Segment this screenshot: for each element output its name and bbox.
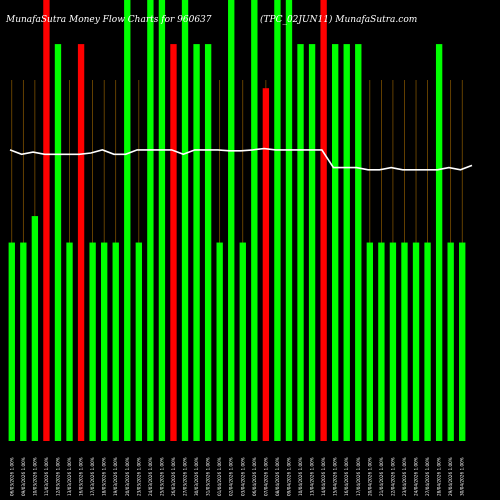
bar — [147, 0, 154, 441]
x-tick-label: 16/04/2026 1.00% — [344, 457, 349, 496]
bar — [124, 0, 131, 441]
x-tick-label: 16/03/2026 1.00% — [79, 457, 84, 496]
bar — [401, 242, 408, 441]
chart-title-right: (TPC_02JUN11) MunafaSutra.com — [260, 14, 417, 25]
x-tick-label: 09/03/2026 1.00% — [21, 457, 26, 496]
bar — [158, 0, 166, 441]
bar — [77, 44, 85, 441]
x-tick-label: 25/03/2026 1.00% — [159, 457, 164, 496]
bar — [262, 88, 270, 441]
x-tick-label: 29/04/2026 1.00% — [448, 457, 453, 496]
bar — [343, 44, 350, 441]
x-tick-label: 26/03/2026 1.00% — [171, 457, 176, 496]
chart-title-left: MunafaSutra Money Flow Charts for 960637 — [5, 15, 212, 25]
x-tick-label: 18/03/2026 1.00% — [102, 457, 107, 496]
bar — [412, 242, 420, 441]
x-tick-label: 30/04/2026 1.00% — [460, 457, 465, 496]
bar — [308, 44, 316, 441]
bar — [20, 242, 27, 441]
bar — [424, 242, 431, 441]
x-tick-label: 17/03/2026 1.00% — [90, 457, 95, 496]
bar — [297, 44, 304, 441]
bar — [31, 216, 39, 441]
x-tick-label: 23/04/2026 1.00% — [402, 457, 407, 496]
money-flow-line — [9, 147, 473, 171]
bar — [239, 242, 246, 441]
x-tick-label: 08/04/2026 1.00% — [275, 457, 280, 496]
bar — [378, 242, 385, 441]
bar — [8, 242, 15, 441]
bar — [251, 0, 258, 441]
x-tick-label: 27/04/2026 1.00% — [425, 457, 430, 496]
bar — [216, 242, 223, 441]
bar — [170, 44, 177, 441]
bar — [89, 242, 96, 441]
x-tick-label: 10/04/2026 1.00% — [298, 457, 303, 496]
bar-series — [8, 0, 466, 441]
x-tick-label: 13/04/2026 1.00% — [310, 457, 315, 496]
bar — [389, 242, 397, 441]
x-tick-label: 27/03/2026 1.00% — [183, 457, 188, 496]
bar — [366, 242, 374, 441]
bar — [135, 242, 143, 441]
x-tick-labels: 06/03/2026 1.00% 09/03/2026 1.00% 10/03/20… — [9, 457, 464, 496]
x-tick-label: 28/04/2026 1.00% — [437, 457, 442, 496]
x-tick-label: 20/03/2026 1.00% — [125, 457, 130, 496]
x-tick-label: 06/04/2026 1.00% — [252, 457, 257, 496]
x-tick-label: 23/03/2026 1.00% — [136, 457, 141, 496]
bar — [435, 44, 443, 441]
x-tick-label: 12/03/2026 1.00% — [55, 457, 60, 496]
bar — [193, 44, 200, 441]
bar — [447, 242, 454, 441]
x-tick-label: 22/04/2026 1.00% — [390, 457, 395, 496]
bar — [181, 0, 189, 441]
bar — [100, 242, 108, 441]
bar — [112, 242, 119, 441]
x-tick-label: 31/03/2026 1.00% — [206, 457, 211, 496]
x-tick-label: 19/03/2026 1.00% — [113, 457, 118, 496]
x-tick-label: 07/04/2026 1.00% — [263, 457, 268, 496]
bar — [274, 0, 281, 441]
bar — [204, 44, 212, 441]
bar — [43, 0, 50, 441]
x-tick-label: 30/03/2026 1.00% — [194, 457, 199, 496]
x-tick-label: 17/04/2026 1.00% — [356, 457, 361, 496]
x-tick-label: 21/04/2026 1.00% — [379, 457, 384, 496]
x-tick-label: 10/03/2026 1.00% — [32, 457, 37, 496]
bar — [285, 0, 293, 441]
x-tick-label: 20/04/2026 1.00% — [367, 457, 372, 496]
bar — [355, 44, 362, 441]
x-tick-label: 09/04/2026 1.00% — [286, 457, 291, 496]
x-tick-label: 13/03/2026 1.00% — [67, 457, 72, 496]
x-tick-label: 02/04/2026 1.00% — [229, 457, 234, 496]
x-tick-label: 01/04/2026 1.00% — [217, 457, 222, 496]
x-tick-label: 24/03/2026 1.00% — [148, 457, 153, 496]
x-tick-label: 03/04/2026 1.00% — [240, 457, 245, 496]
x-tick-label: 06/03/2026 1.00% — [9, 457, 14, 496]
x-tick-label: 11/03/2026 1.00% — [44, 457, 49, 496]
bar — [320, 0, 327, 441]
bar — [459, 242, 466, 441]
x-tick-label: 24/04/2026 1.00% — [414, 457, 419, 496]
x-tick-label: 14/04/2026 1.00% — [321, 457, 326, 496]
x-tick-label: 15/04/2026 1.00% — [333, 457, 338, 496]
bar — [54, 44, 62, 441]
bar — [66, 242, 73, 441]
bar — [228, 0, 235, 441]
bar — [331, 44, 339, 441]
